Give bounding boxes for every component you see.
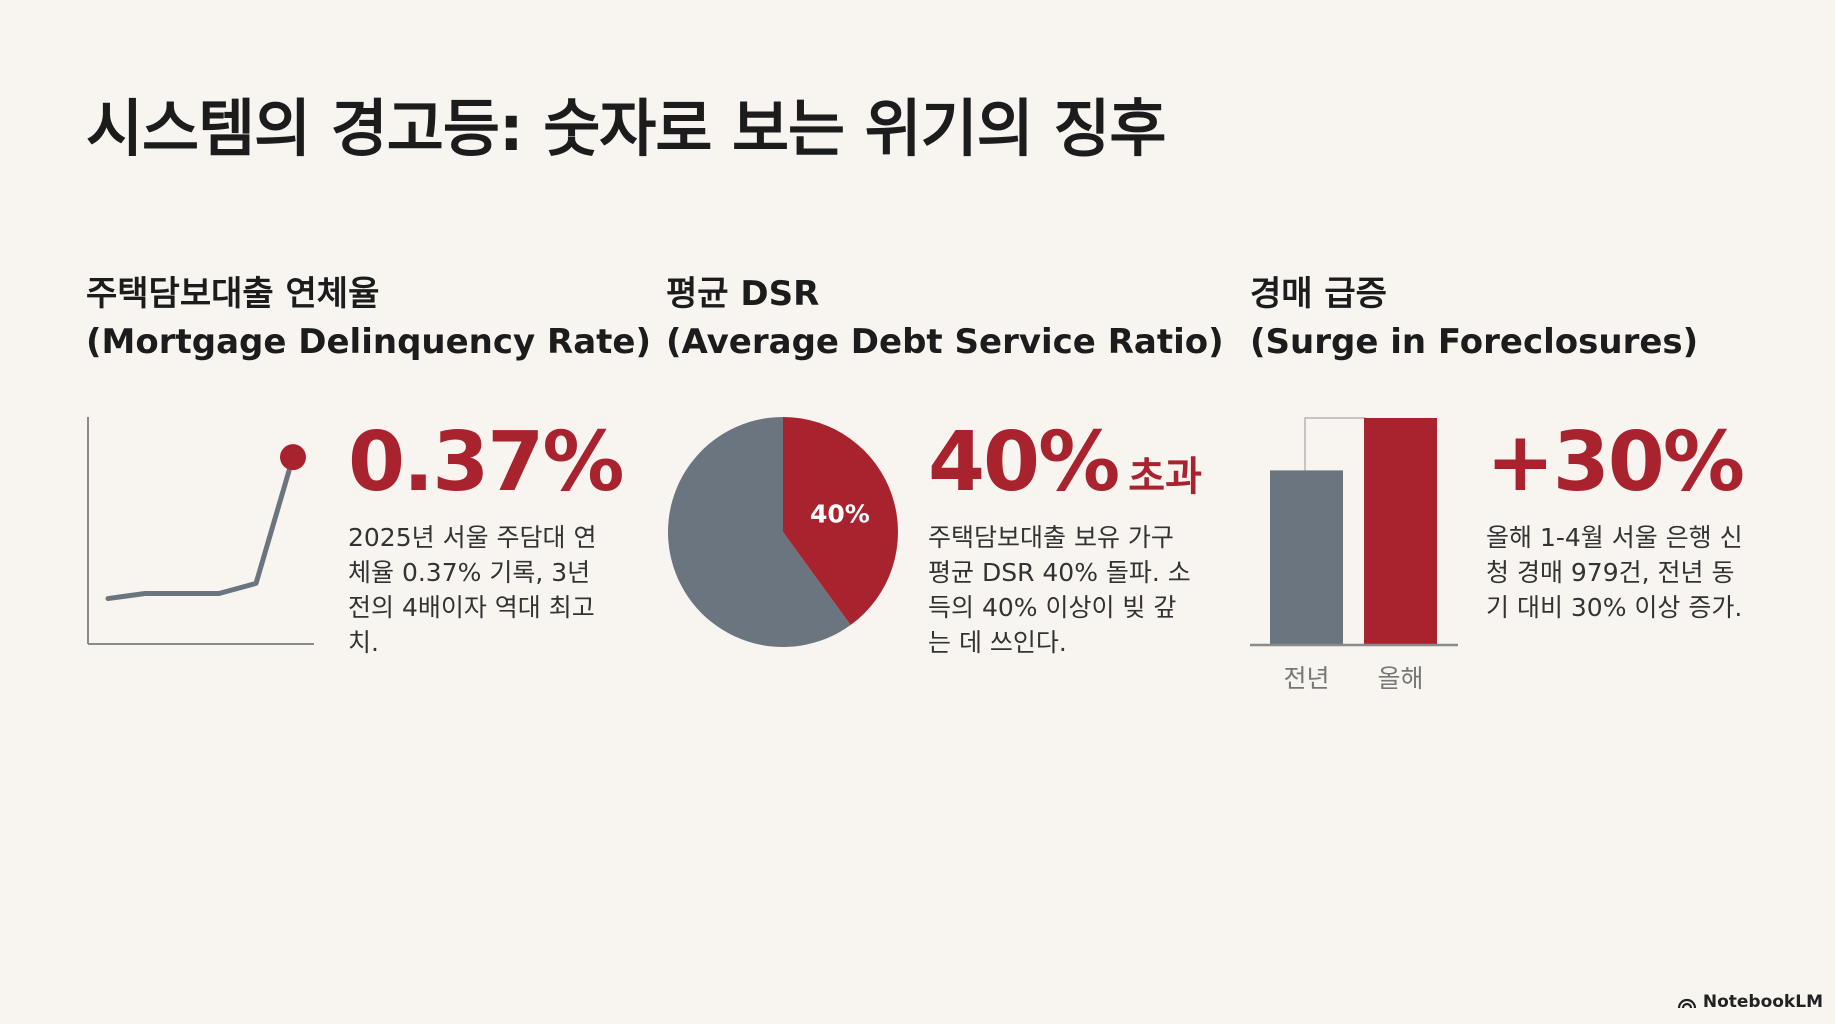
heading-korean: 경매 급증 [1250, 274, 1387, 314]
stat-description: 올해 1-4월 서울 은행 신청 경매 979건, 전년 동기 대비 30% 이… [1486, 523, 1743, 622]
panel-heading: 경매 급증 (Surge in Foreclosures) [1250, 270, 1698, 366]
delinquency-series-line [105, 454, 296, 602]
heading-english: (Mortgage Delinquency Rate) [86, 322, 652, 362]
panel-delinquency: 주택담보대출 연체율 (Mortgage Delinquency Rate) 0… [86, 270, 651, 730]
bar-previous-year [1270, 470, 1343, 645]
stat-description: 2025년 서울 주담대 연체율 0.37% 기록, 3년 전의 4배이자 역대… [348, 523, 597, 657]
dsr-pie-chart: 40% [667, 417, 898, 647]
pie-slice-label: 40% [810, 500, 870, 529]
notebooklm-logo-icon [1677, 998, 1696, 1009]
latest-point-marker [280, 444, 306, 471]
stat-number: 40% [928, 415, 1120, 510]
heading-korean: 주택담보대출 연체율 [86, 274, 380, 314]
foreclosure-bar-chart: 전년 올해 [1250, 417, 1458, 693]
stat-value: 40% 초과 [928, 418, 1202, 522]
bar-category-label: 올해 [1377, 664, 1423, 693]
slide-title: 시스템의 경고등: 숫자로 보는 위기의 징후 [86, 92, 1166, 165]
stat-description: 주택담보대출 보유 가구 평균 DSR 40% 돌파. 소득의 40% 이상이 … [928, 523, 1191, 657]
heading-english: (Surge in Foreclosures) [1250, 322, 1699, 362]
pie-slice-dsr [783, 417, 898, 626]
bar-this-year [1364, 418, 1437, 645]
panel-heading: 주택담보대출 연체율 (Mortgage Delinquency Rate) [86, 270, 651, 366]
watermark-text: NotebookLM [1702, 992, 1823, 1012]
stat-value: 0.37% [348, 415, 624, 510]
pie-slice-rest [667, 417, 851, 647]
watermark: NotebookLM [1677, 992, 1823, 1012]
panel-foreclosures: 경매 급증 (Surge in Foreclosures) 전년 올해 +30% … [1250, 270, 1810, 730]
stat-value: +30% [1486, 415, 1745, 510]
bar-category-label: 전년 [1283, 664, 1329, 693]
delinquency-line-chart [87, 417, 314, 645]
stat-suffix: 초과 [1128, 454, 1202, 500]
heading-korean: 평균 DSR [666, 274, 820, 314]
panel-dsr: 평균 DSR (Average Debt Service Ratio) 40% … [666, 270, 1226, 730]
heading-english: (Average Debt Service Ratio) [666, 322, 1224, 362]
panel-heading: 평균 DSR (Average Debt Service Ratio) [666, 270, 1224, 366]
